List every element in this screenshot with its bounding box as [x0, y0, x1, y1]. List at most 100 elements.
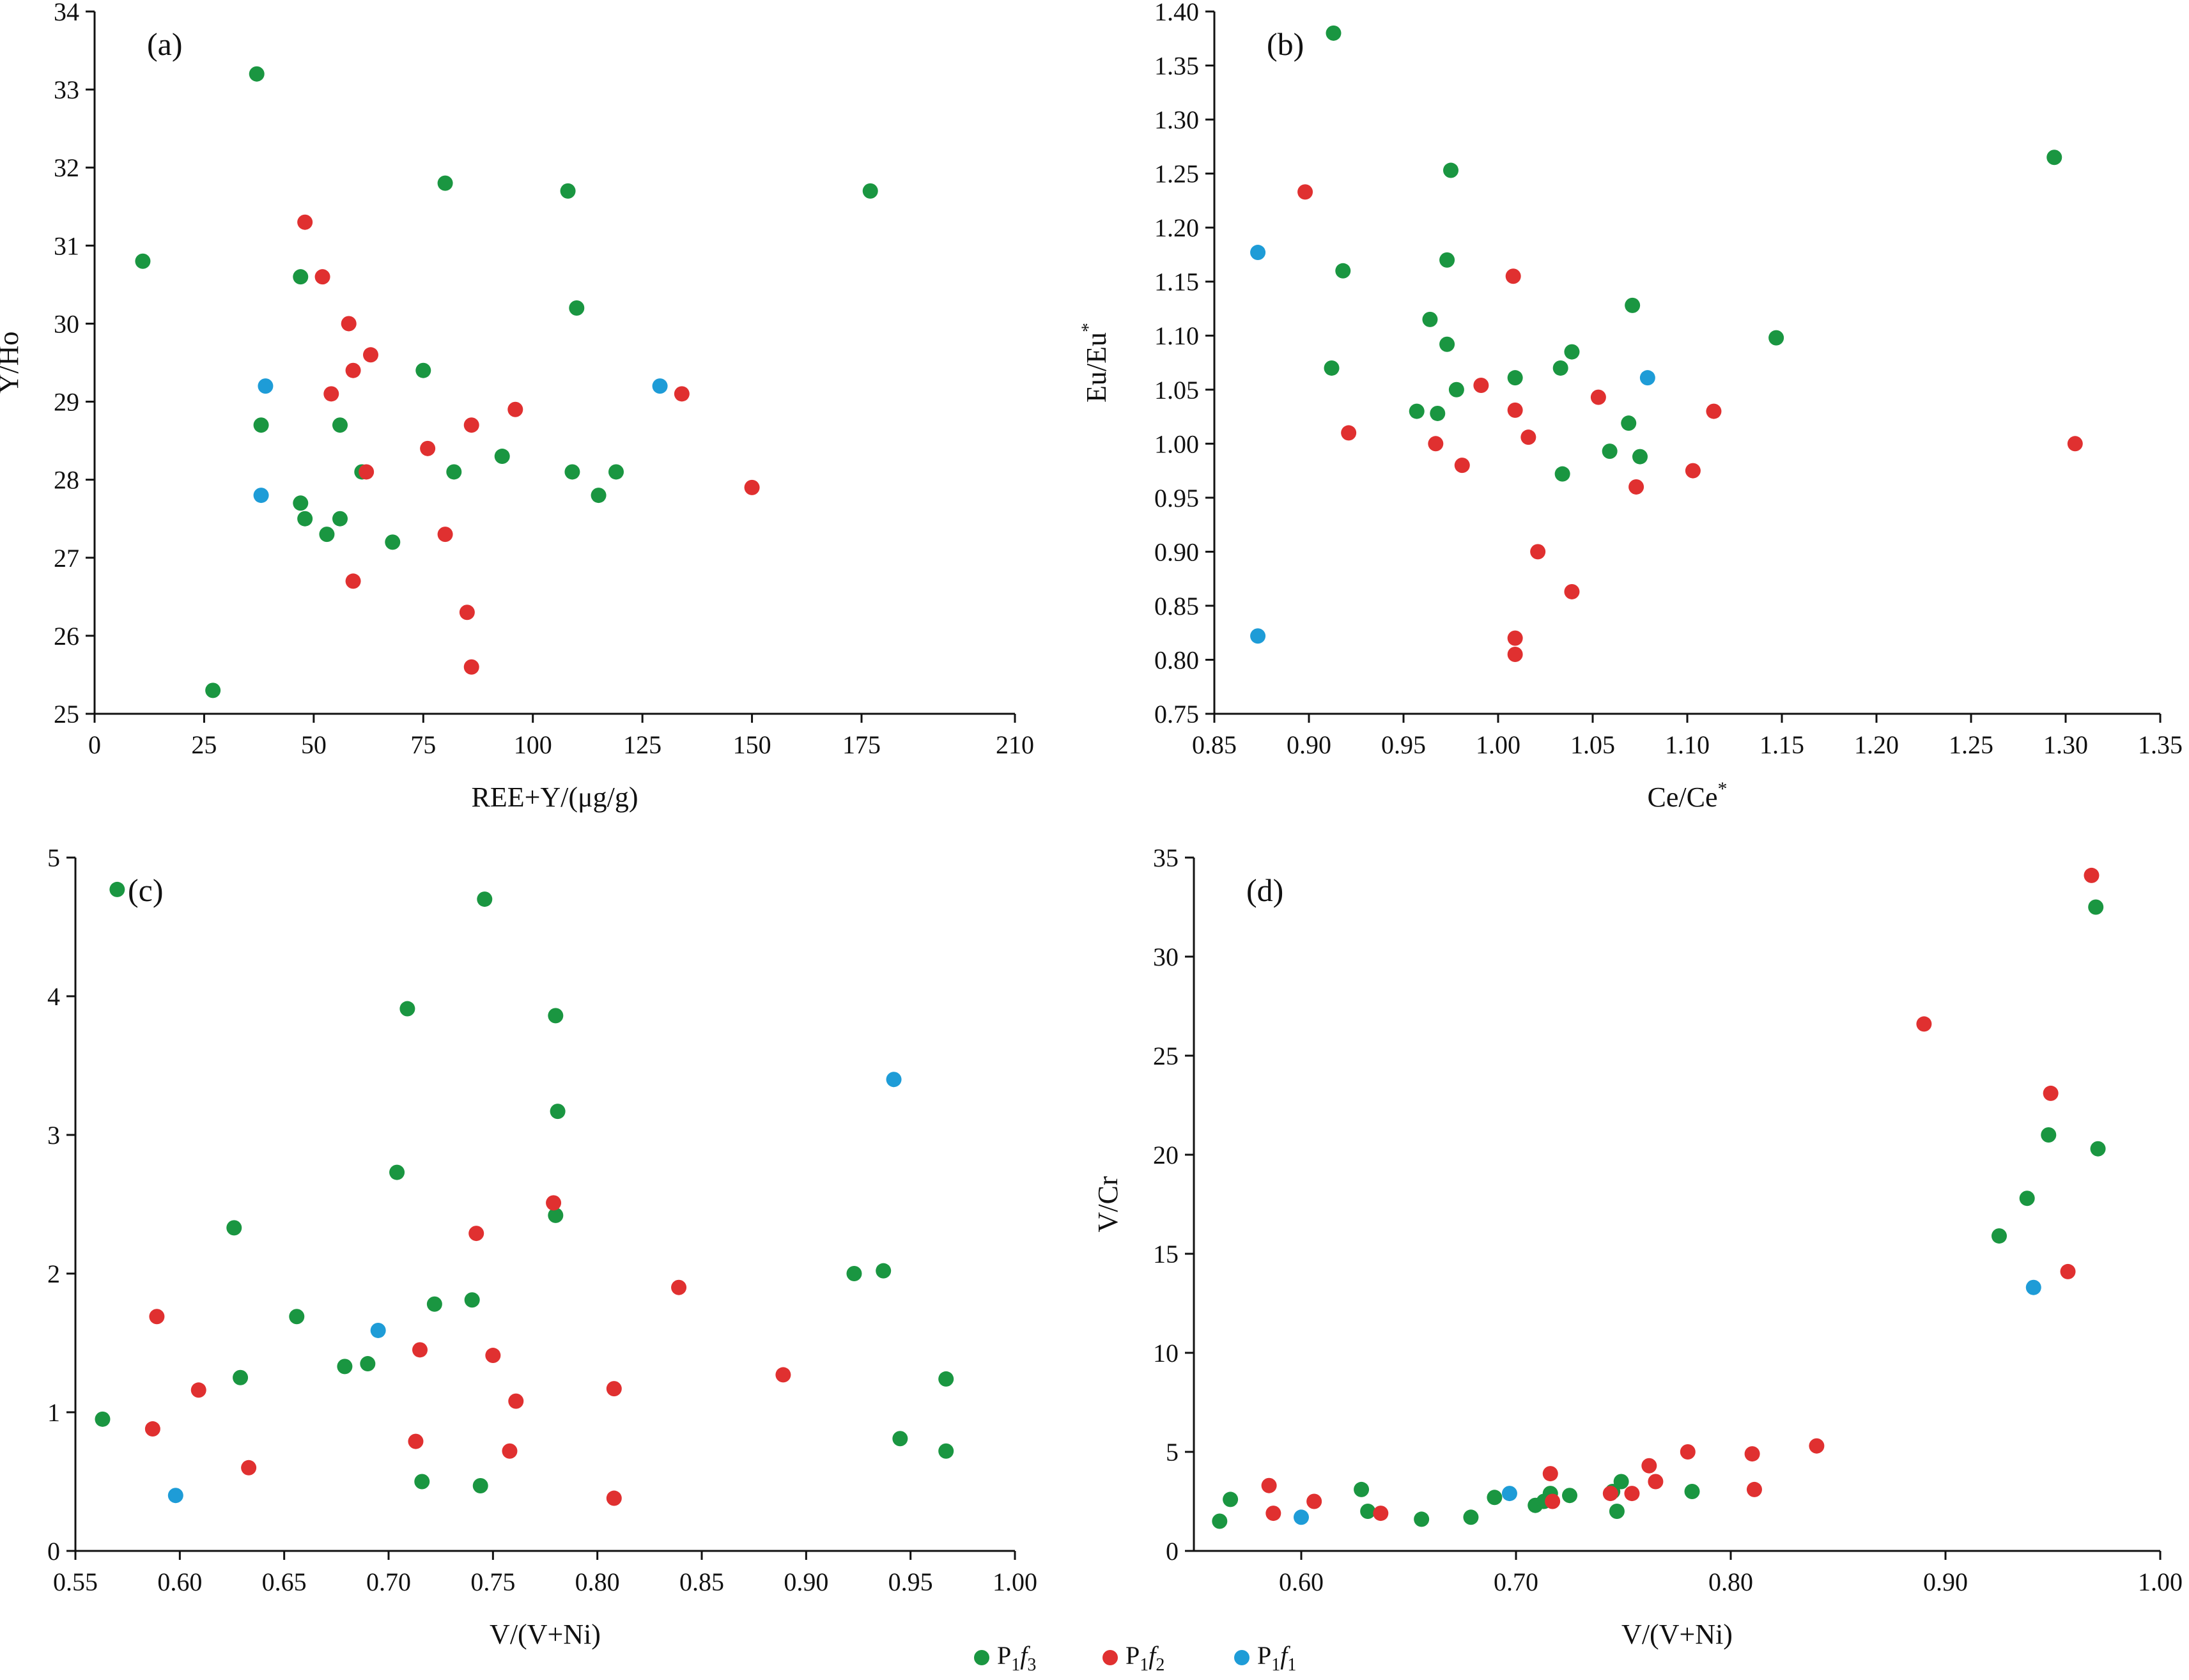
data-point [775, 1367, 791, 1383]
data-point [1326, 25, 1342, 41]
data-point [564, 464, 580, 480]
data-point [258, 378, 274, 394]
data-point [345, 573, 361, 589]
data-point [363, 347, 378, 363]
series-P1f1 [253, 378, 668, 504]
data-point [1590, 389, 1606, 405]
data-point [415, 362, 431, 378]
axes [86, 10, 1016, 723]
x-tick-label: 0.65 [262, 1568, 307, 1596]
data-point [548, 1008, 564, 1024]
x-axis-label: REE+Y/(μg/g) [471, 782, 638, 813]
data-point [332, 417, 348, 433]
x-tick-label: 0 [88, 730, 101, 759]
data-point [608, 464, 624, 480]
x-tick-label: 0.70 [1494, 1568, 1538, 1596]
x-tick-label: 1.15 [1760, 730, 1804, 759]
data-point [1602, 443, 1618, 459]
y-tick-label: 4 [47, 982, 60, 1011]
x-tick-label: 210 [996, 730, 1034, 759]
series-P1f3 [1324, 25, 2062, 482]
y-tick-label: 5 [1166, 1438, 1179, 1467]
data-point [1685, 463, 1701, 479]
data-point [463, 417, 479, 433]
data-point [385, 534, 401, 550]
data-point [2067, 436, 2083, 452]
data-point [297, 511, 313, 527]
data-point [1507, 647, 1523, 663]
x-axis-label: V/(V+Ni) [490, 1619, 601, 1650]
data-point [1501, 1486, 1517, 1502]
data-point [1439, 252, 1455, 268]
data-point [508, 1393, 524, 1409]
data-point [1454, 458, 1470, 474]
y-tick-label: 1.20 [1154, 213, 1199, 242]
data-point [414, 1474, 430, 1490]
data-point [1530, 544, 1546, 560]
data-point [1916, 1016, 1932, 1032]
y-tick-label: 32 [54, 153, 79, 182]
data-point [1487, 1490, 1503, 1506]
y-tick-label: 0.95 [1154, 484, 1199, 512]
data-point [1768, 330, 1784, 346]
data-point [472, 1478, 488, 1494]
y-tick-label: 28 [54, 466, 79, 495]
data-point [1335, 263, 1351, 279]
y-tick-label: 1 [47, 1398, 60, 1427]
data-point [345, 362, 361, 378]
y-tick-label: 0 [47, 1537, 60, 1566]
y-tick-label: 25 [1153, 1042, 1179, 1070]
data-point [2043, 1085, 2059, 1101]
series-P1f1 [167, 1072, 902, 1504]
data-point [412, 1342, 428, 1358]
y-tick-label: 2 [47, 1260, 60, 1288]
data-point [1554, 466, 1570, 482]
x-tick-label: 0.90 [784, 1568, 828, 1596]
data-point [1624, 1486, 1640, 1502]
data-point [341, 316, 357, 332]
data-point [360, 1356, 376, 1372]
data-point [1212, 1513, 1228, 1529]
data-point [1430, 405, 1446, 421]
data-point [1428, 436, 1444, 452]
data-point [1373, 1506, 1389, 1522]
y-tick-label: 0.90 [1154, 537, 1199, 566]
data-point [1564, 583, 1580, 599]
data-point [1542, 1466, 1558, 1482]
series-P1f3 [95, 881, 954, 1494]
data-point [319, 527, 335, 543]
y-tick-label: 30 [54, 309, 79, 338]
data-point [1602, 1486, 1618, 1502]
x-tick-label: 50 [301, 730, 327, 759]
data-point [2019, 1191, 2035, 1206]
data-point [149, 1309, 165, 1325]
data-point [1628, 479, 1644, 495]
y-axis-label-superscript: * [1078, 323, 1099, 332]
data-point [109, 881, 125, 897]
y-tick-label: 1.05 [1154, 376, 1199, 405]
data-point [1632, 449, 1648, 465]
data-point [1520, 429, 1536, 445]
data-point [249, 66, 265, 82]
y-tick-label: 1.35 [1154, 52, 1199, 81]
x-tick-label: 175 [842, 730, 881, 759]
data-point [485, 1348, 501, 1364]
x-tick-label: 0.85 [1192, 730, 1237, 759]
y-tick-label: 25 [54, 700, 79, 728]
data-point [389, 1164, 405, 1180]
data-point [241, 1460, 257, 1476]
data-point [1324, 360, 1340, 376]
data-point [332, 511, 348, 527]
series-P1f1 [1250, 245, 1655, 644]
y-tick-label: 31 [54, 231, 79, 260]
data-point [477, 891, 493, 907]
data-point [569, 300, 585, 316]
data-point [886, 1072, 902, 1088]
y-tick-label: 1.10 [1154, 321, 1199, 350]
y-tick-label: 30 [1153, 943, 1179, 971]
data-point [468, 1226, 484, 1242]
data-point [1621, 415, 1637, 431]
chart-panel-0: 0 25 50 75 100 125 150 175 210 25 26 27 28 29 30 31 32 33… [0, 0, 1034, 813]
data-point [494, 449, 510, 465]
